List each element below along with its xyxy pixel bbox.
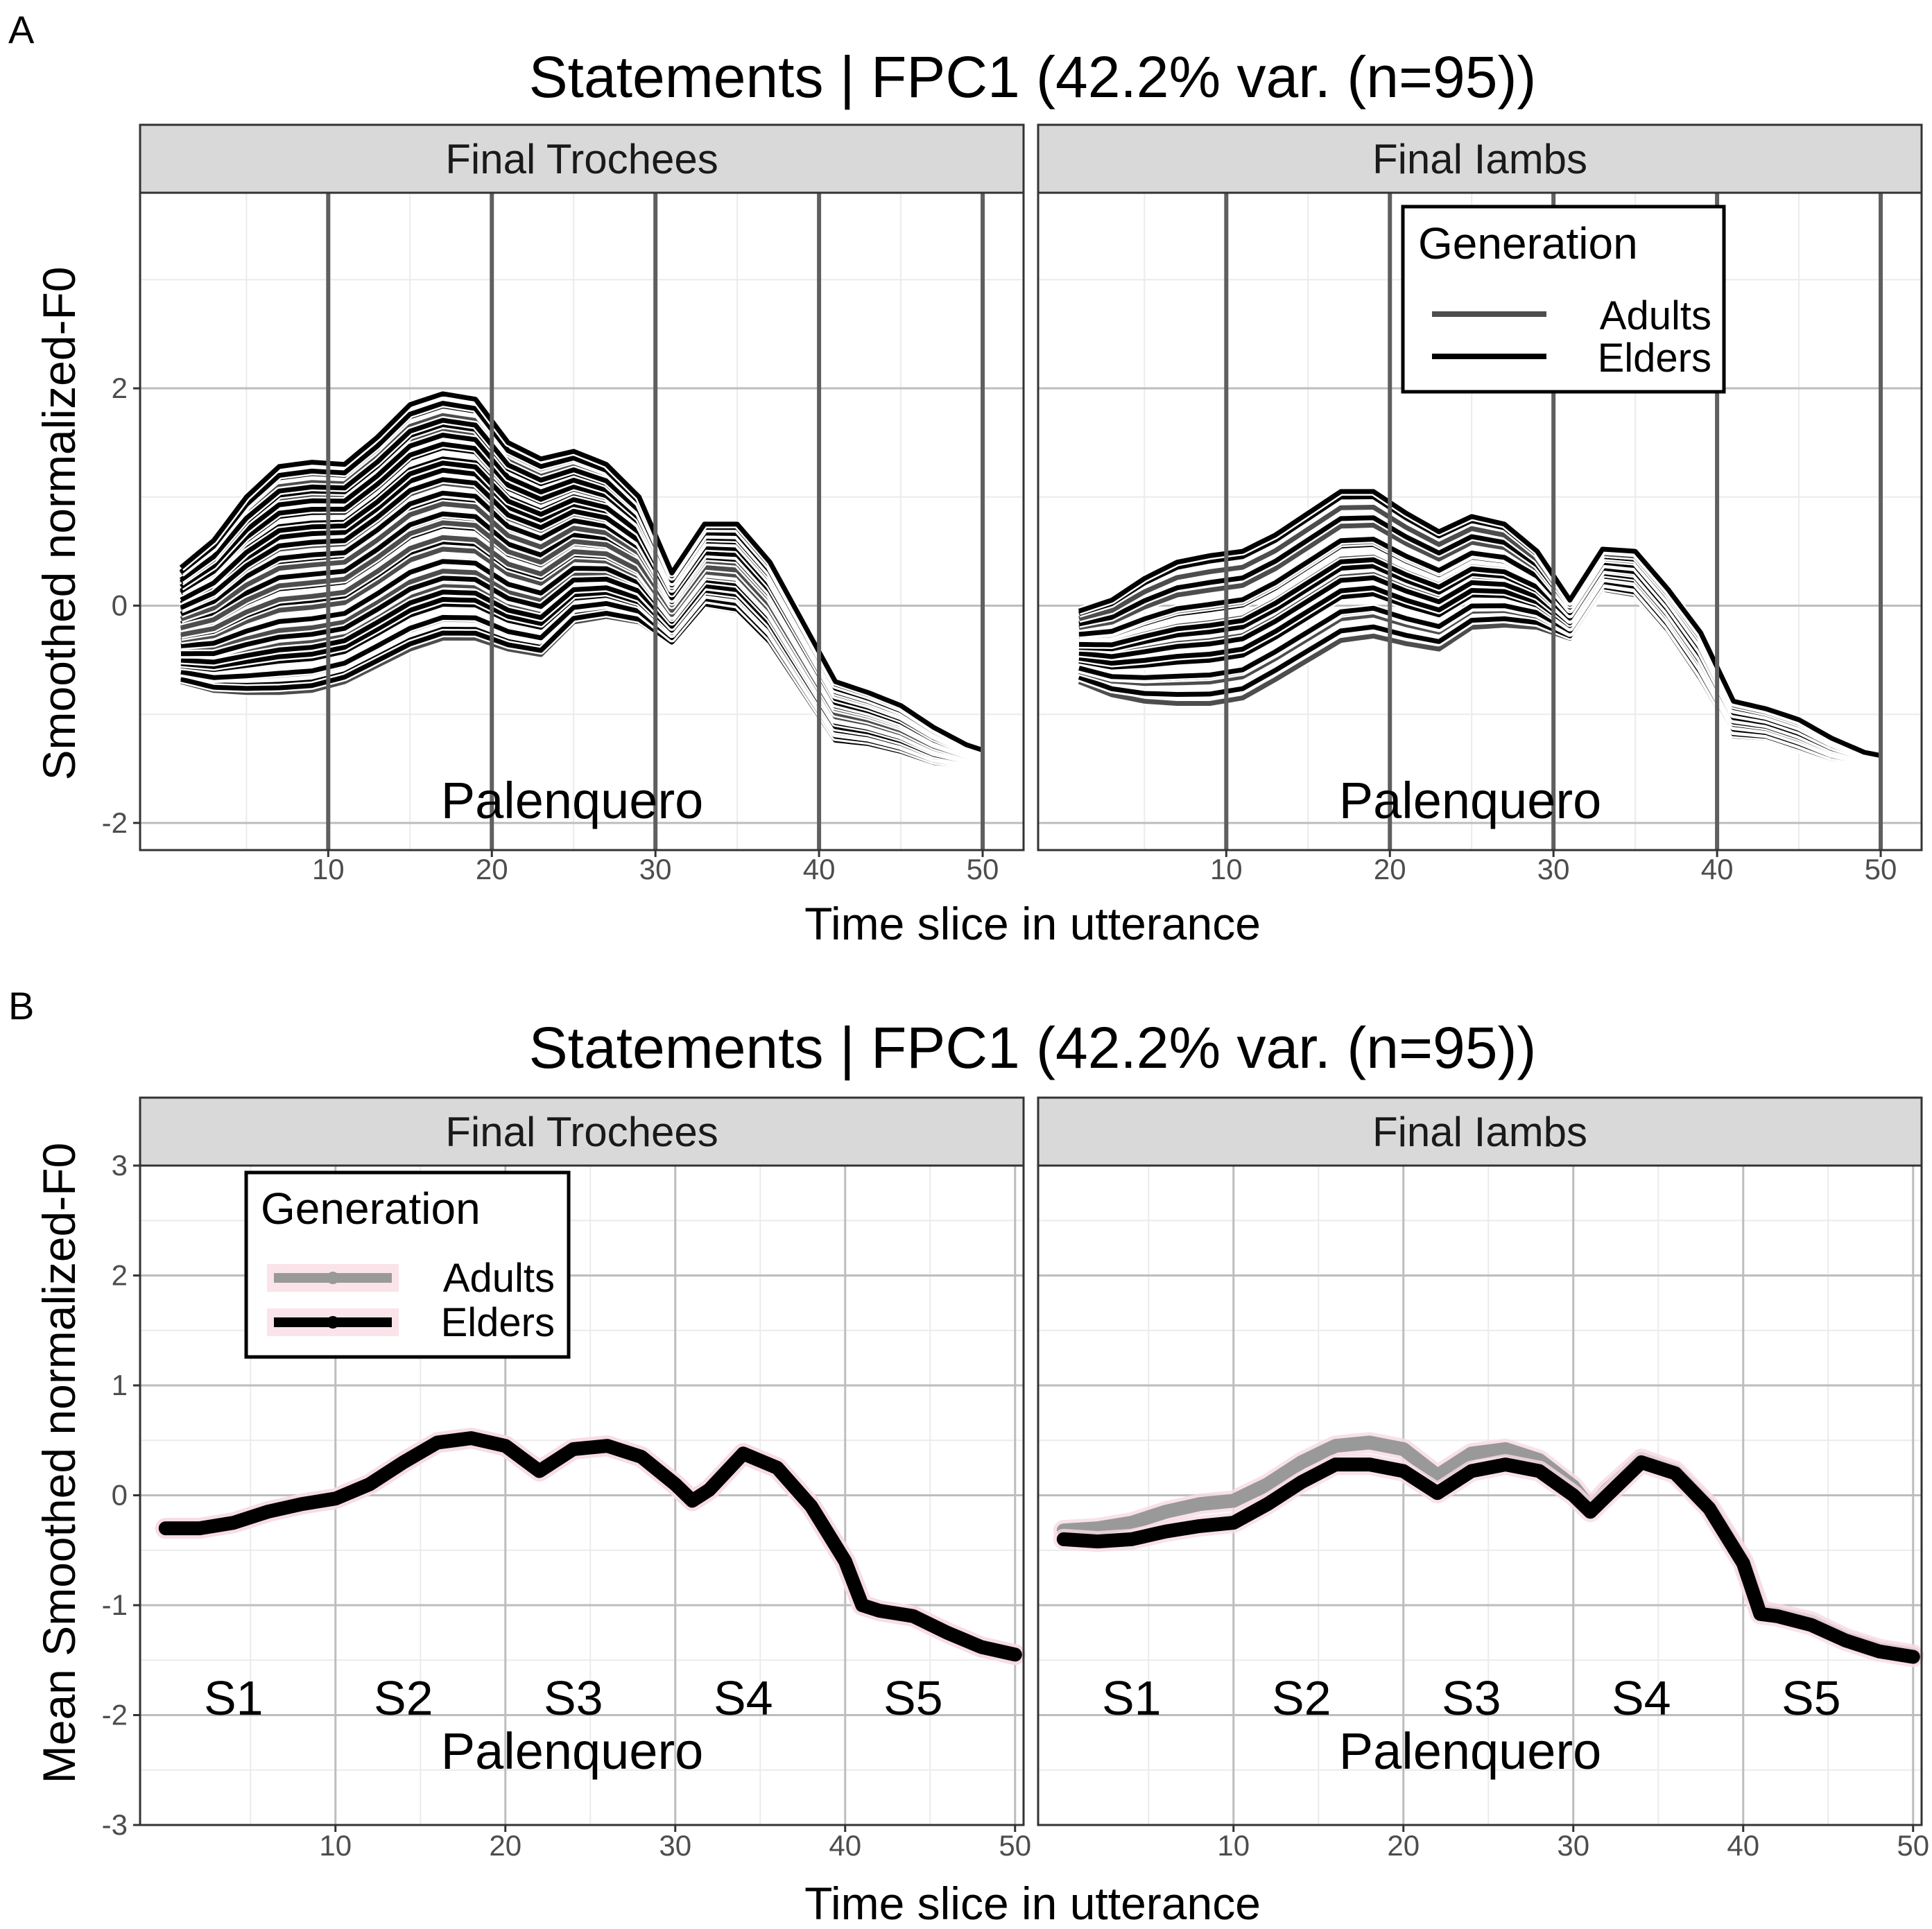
syllable-label: S5 bbox=[883, 1671, 943, 1725]
panel-label-b: B bbox=[8, 984, 34, 1028]
adults-legend-label: Adults bbox=[443, 1256, 555, 1301]
facet-b-final-iambs: Final Iambs 10 20 30 40 50 S1 S2 S3 S4 S5 Palenquer… bbox=[1037, 1096, 1929, 1862]
syllable-label: S3 bbox=[1442, 1671, 1501, 1725]
x-tick-label: 50 bbox=[967, 853, 999, 885]
y-tick-label: 3 bbox=[112, 1149, 128, 1182]
panel-label-a: A bbox=[8, 8, 35, 51]
syllable-label: S2 bbox=[374, 1671, 433, 1725]
x-tick-label: 40 bbox=[803, 853, 836, 885]
panel-border bbox=[139, 1164, 1025, 1826]
syllable-label: S3 bbox=[544, 1671, 603, 1725]
x-tick-label: 10 bbox=[319, 1829, 352, 1862]
x-tick-label: 10 bbox=[1210, 853, 1243, 885]
chart-title-a: Statements | FPC1 (42.2% var. (n=95)) bbox=[529, 44, 1537, 110]
elders-legend-label: Elders bbox=[441, 1300, 555, 1345]
facet-a-final-iambs: Final Iambs 10 20 30 40 50 Palenquero Generatio… bbox=[1037, 123, 1923, 885]
facet-strip bbox=[139, 1096, 1025, 1167]
language-annotation: Palenquero bbox=[441, 772, 704, 829]
syllable-label: S4 bbox=[714, 1671, 773, 1725]
y-tick-label: -2 bbox=[102, 1699, 128, 1731]
panel-border bbox=[1037, 1164, 1923, 1826]
x-axis-title-a: Time slice in utterance bbox=[804, 898, 1261, 949]
x-tick-label: 40 bbox=[1727, 1829, 1759, 1862]
y-tick-label: 1 bbox=[112, 1369, 128, 1401]
adults-curve bbox=[180, 520, 983, 763]
facet-strip bbox=[1037, 1096, 1923, 1167]
syllable-label: S1 bbox=[204, 1671, 264, 1725]
chart-title-b: Statements | FPC1 (42.2% var. (n=95)) bbox=[529, 1015, 1537, 1080]
x-tick-label: 20 bbox=[1374, 853, 1406, 885]
syllable-label: S1 bbox=[1102, 1671, 1162, 1725]
x-tick-label: 10 bbox=[312, 853, 345, 885]
syllable-label: S5 bbox=[1782, 1671, 1841, 1725]
x-tick-label: 50 bbox=[1897, 1829, 1929, 1862]
language-annotation: Palenquero bbox=[1339, 1722, 1602, 1780]
y-tick-label: 0 bbox=[112, 589, 128, 621]
y-tick-label: 0 bbox=[112, 1479, 128, 1512]
facet-b-final-trochees: Final Trochees 10 20 30 40 50 -3 -2 -1 0 1 2 3 S1 S2 S3… bbox=[102, 1096, 1031, 1862]
x-axis-title-b: Time slice in utterance bbox=[804, 1878, 1261, 1929]
elders-legend-point bbox=[327, 1316, 339, 1329]
x-tick-label: 20 bbox=[476, 853, 508, 885]
y-tick-label: 2 bbox=[112, 372, 128, 404]
y-tick-label: -1 bbox=[102, 1589, 128, 1621]
language-annotation: Palenquero bbox=[441, 1722, 704, 1780]
x-tick-label: 20 bbox=[489, 1829, 521, 1862]
y-tick-label: 2 bbox=[112, 1259, 128, 1292]
y-tick-label: -3 bbox=[102, 1808, 128, 1841]
facet-strip-label: Final Trochees bbox=[445, 136, 718, 182]
x-tick-label: 50 bbox=[1865, 853, 1897, 885]
panel-border bbox=[139, 191, 1025, 851]
elders-mean-line bbox=[158, 1431, 1022, 1662]
x-tick-label: 30 bbox=[1537, 853, 1570, 885]
legend-title: Generation bbox=[1418, 218, 1638, 268]
elders-legend-label: Elders bbox=[1598, 336, 1711, 381]
x-tick-label: 50 bbox=[999, 1829, 1031, 1862]
x-tick-label: 10 bbox=[1217, 1829, 1250, 1862]
elders-curve bbox=[1078, 489, 1881, 759]
facet-a-final-trochees: Final Trochees 10 20 30 40 50 -2 0 2 Palenquero bbox=[102, 123, 1025, 885]
y-tick-label: -2 bbox=[102, 806, 128, 839]
y-axis-title-a: Smoothed normalized-F0 bbox=[33, 266, 85, 780]
legend-title: Generation bbox=[261, 1184, 481, 1234]
x-tick-label: 30 bbox=[659, 1829, 691, 1862]
syllable-label: S2 bbox=[1272, 1671, 1331, 1725]
x-tick-label: 40 bbox=[829, 1829, 861, 1862]
facet-strip-label: Final Iambs bbox=[1372, 136, 1587, 182]
facet-strip-label: Final Iambs bbox=[1372, 1109, 1587, 1155]
elders-mean-line bbox=[1056, 1455, 1920, 1664]
x-tick-label: 30 bbox=[1557, 1829, 1589, 1862]
y-axis-title-b: Mean Smoothed normalized-F0 bbox=[33, 1143, 85, 1783]
x-tick-label: 40 bbox=[1701, 853, 1734, 885]
language-annotation: Palenquero bbox=[1339, 772, 1602, 829]
adults-legend-point bbox=[327, 1272, 339, 1284]
facet-strip bbox=[139, 123, 1025, 194]
facet-strip-label: Final Trochees bbox=[445, 1109, 718, 1155]
syllable-label: S4 bbox=[1612, 1671, 1671, 1725]
x-tick-label: 20 bbox=[1387, 1829, 1420, 1862]
legend-box bbox=[1401, 205, 1726, 394]
x-tick-label: 30 bbox=[639, 853, 672, 885]
elders-curve bbox=[179, 391, 984, 753]
panel-border bbox=[1037, 191, 1923, 851]
adults-legend-label: Adults bbox=[1600, 293, 1711, 338]
